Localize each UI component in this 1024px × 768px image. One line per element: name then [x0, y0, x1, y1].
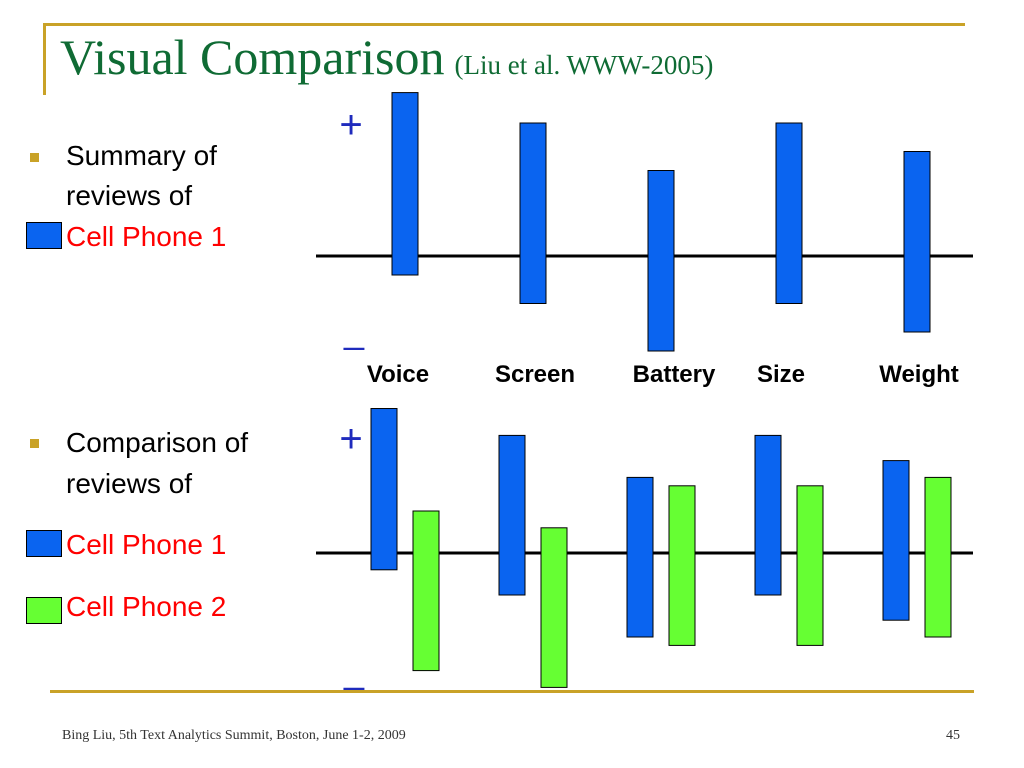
- comparison-bar-weight-series2: [924, 476, 952, 638]
- summary-bar-weight-series1: [903, 151, 931, 333]
- slide-title: Visual Comparison (Liu et al. WWW-2005): [60, 28, 713, 86]
- summary-bar-voice-series1: [391, 92, 419, 276]
- footer-credit: Bing Liu, 5th Text Analytics Summit, Bos…: [62, 728, 406, 743]
- summary-category-label-screen: Screen: [495, 361, 575, 388]
- summary-bar-battery-series1: [647, 170, 675, 352]
- comparison-bar-weight-series1: [882, 460, 910, 621]
- comparison-bar-size-series1: [754, 434, 782, 596]
- comparison-bar-battery-series2: [668, 485, 696, 646]
- bullet-marker-comparison: [30, 439, 39, 448]
- comparison-bar-size-series2: [796, 485, 824, 646]
- comparison-plus-label: +: [339, 417, 362, 461]
- summary-bar-screen-series1: [519, 122, 547, 304]
- comparison-minus-label: _: [343, 650, 365, 691]
- left-frame-rule: [43, 23, 46, 95]
- title-main: Visual Comparison: [60, 29, 445, 85]
- legend-label-phone2-bottom: Cell Phone 2: [66, 591, 227, 622]
- comparison-bar-screen-series1: [498, 434, 526, 596]
- summary-category-label-size: Size: [757, 361, 805, 388]
- legend-label-phone1-top: Cell Phone 1: [66, 221, 227, 252]
- summary-plus-label: +: [339, 103, 362, 147]
- title-citation: (Liu et al. WWW-2005): [454, 50, 714, 80]
- legend-swatch-phone1-top: [26, 222, 62, 249]
- bullet-summary-line2: reviews of: [66, 180, 193, 211]
- comparison-bar-battery-series1: [626, 476, 654, 638]
- summary-category-label-battery: Battery: [633, 361, 716, 388]
- summary-category-label-weight: Weight: [879, 361, 959, 388]
- summary-minus-label: _: [343, 310, 365, 351]
- bullet-summary-line1: Summary of: [66, 140, 217, 171]
- legend-swatch-phone1-bottom: [26, 530, 62, 557]
- legend-swatch-phone2-bottom: [26, 597, 62, 624]
- comparison-bar-voice-series2: [412, 510, 440, 672]
- legend-label-phone1-bottom: Cell Phone 1: [66, 529, 227, 560]
- comparison-bar-screen-series2: [540, 527, 568, 688]
- page-number: 45: [946, 728, 960, 743]
- comparison-bar-voice-series1: [370, 408, 398, 571]
- summary-category-label-voice: Voice: [367, 361, 429, 388]
- bullet-comparison-line2: reviews of: [66, 468, 193, 499]
- top-frame-rule: [43, 23, 965, 26]
- bottom-frame-rule: [50, 690, 974, 693]
- bullet-marker-summary: [30, 153, 39, 162]
- bullet-comparison-line1: Comparison of: [66, 427, 249, 458]
- summary-bar-size-series1: [775, 122, 803, 304]
